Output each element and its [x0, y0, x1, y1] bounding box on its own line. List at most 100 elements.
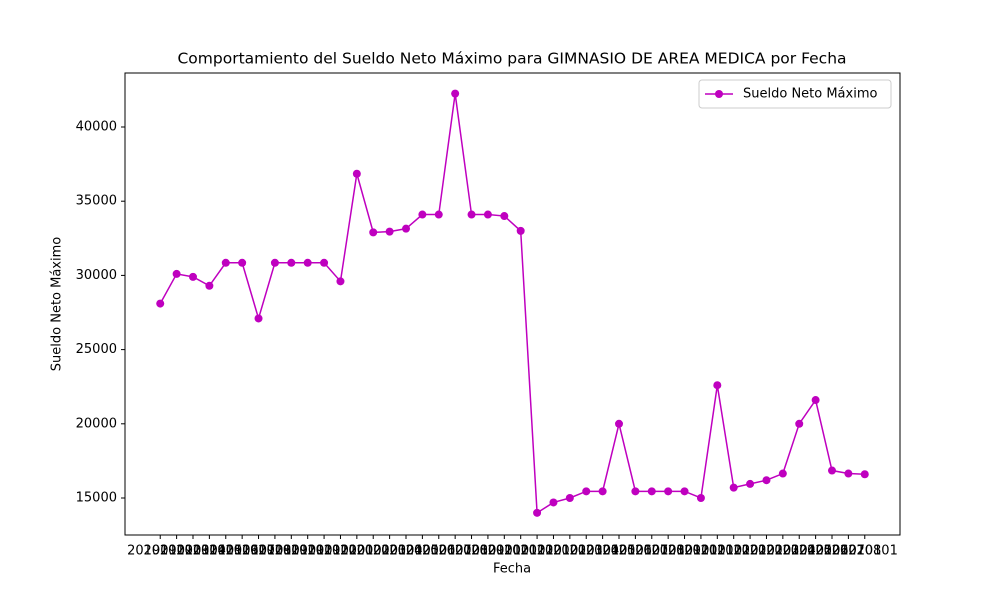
marker [418, 210, 427, 219]
x-tick-label: 20220601 [799, 544, 865, 559]
marker [336, 277, 345, 286]
x-tick-label: 20191101 [291, 544, 357, 559]
legend-marker [715, 90, 723, 98]
x-tick-label: 20190801 [242, 544, 308, 559]
marker [533, 508, 542, 517]
x-tick-label: 20201001 [471, 544, 537, 559]
y-axis-label: Sueldo Neto Máximo [50, 237, 65, 371]
x-tick-label: 20200701 [422, 544, 488, 559]
marker [500, 212, 509, 221]
x-tick-label: 20190301 [160, 544, 226, 559]
x-tick-label: 20220201 [733, 544, 799, 559]
marker [811, 396, 820, 405]
x-tick-label: 20190501 [193, 544, 259, 559]
x-tick-label: 20200301 [357, 544, 423, 559]
marker [729, 483, 738, 492]
marker [352, 169, 361, 178]
legend-label: Sueldo Neto Máximo [743, 87, 877, 102]
legend-box [698, 79, 892, 109]
x-tick-label: 20200801 [438, 544, 504, 559]
marker [860, 470, 869, 479]
marker [713, 381, 722, 390]
x-tick-label: 20200401 [373, 544, 439, 559]
marker [434, 210, 443, 219]
marker [385, 227, 394, 236]
marker [369, 228, 378, 237]
marker [680, 487, 689, 496]
x-tick-label: 20220701 [815, 544, 881, 559]
marker [664, 487, 673, 496]
x-tick-label: 20220101 [717, 544, 783, 559]
x-tick-label: 20200501 [389, 544, 455, 559]
marker [647, 487, 656, 496]
marker [270, 258, 279, 267]
x-tick-label: 20191201 [307, 544, 373, 559]
marker [844, 469, 853, 478]
x-axis-label: Fecha [493, 562, 531, 577]
marker [287, 258, 296, 267]
y-tick-label: 25000 [76, 342, 117, 357]
x-tick-label: 20210601 [602, 544, 668, 559]
x-tick-label: 20210401 [570, 544, 636, 559]
y-tick-label: 20000 [76, 416, 117, 431]
marker [221, 258, 230, 267]
x-tick-label: 20201101 [488, 544, 554, 559]
marker [565, 494, 574, 503]
marker [516, 226, 525, 235]
marker [156, 299, 165, 308]
marker [828, 466, 837, 475]
x-tick-label: 20210801 [635, 544, 701, 559]
marker [696, 494, 705, 503]
y-tick-label: 40000 [76, 120, 117, 135]
marker [762, 476, 771, 485]
marker [549, 498, 558, 507]
x-tick-label: 20200201 [340, 544, 406, 559]
marker [483, 210, 492, 219]
x-tick-label: 20220801 [832, 544, 898, 559]
x-tick-label: 20191001 [275, 544, 341, 559]
marker [188, 272, 197, 281]
x-tick-label: 20220301 [750, 544, 816, 559]
plot-frame [124, 72, 901, 536]
marker [238, 258, 247, 267]
y-tick-label: 30000 [76, 268, 117, 283]
x-tick-label: 20190701 [225, 544, 291, 559]
x-tick-label: 20190201 [144, 544, 210, 559]
x-tick-label: 20190901 [258, 544, 324, 559]
x-tick-label: 20220501 [783, 544, 849, 559]
marker [795, 419, 804, 428]
y-tick-label: 15000 [76, 491, 117, 506]
marker [401, 224, 410, 233]
x-tick-label: 20210901 [651, 544, 717, 559]
x-tick-label: 20201201 [504, 544, 570, 559]
marker [631, 487, 640, 496]
chart-title: Comportamiento del Sueldo Neto Máximo pa… [177, 50, 846, 68]
marker [172, 269, 181, 278]
marker [746, 479, 755, 488]
x-tick-label: 20190601 [209, 544, 275, 559]
x-tick-label: 20210701 [619, 544, 685, 559]
x-tick-label: 20210301 [553, 544, 619, 559]
marker [778, 469, 787, 478]
x-tick-label: 20211201 [701, 544, 767, 559]
marker [303, 258, 312, 267]
x-tick-label: 20210501 [586, 544, 652, 559]
x-tick-label: 20211001 [668, 544, 734, 559]
x-tick-label: 20210201 [537, 544, 603, 559]
marker [320, 258, 329, 267]
marker [467, 210, 476, 219]
x-tick-label: 20210101 [520, 544, 586, 559]
marker [615, 419, 624, 428]
marker [582, 487, 591, 496]
marker [205, 281, 214, 290]
marker [254, 314, 263, 323]
x-tick-label: 20190401 [176, 544, 242, 559]
x-tick-label: 20190101 [127, 544, 193, 559]
x-tick-label: 20200901 [455, 544, 521, 559]
x-tick-label: 20211101 [684, 544, 750, 559]
marker [598, 487, 607, 496]
x-tick-label: 20200601 [406, 544, 472, 559]
x-tick-label: 20200101 [324, 544, 390, 559]
marker [451, 89, 460, 98]
